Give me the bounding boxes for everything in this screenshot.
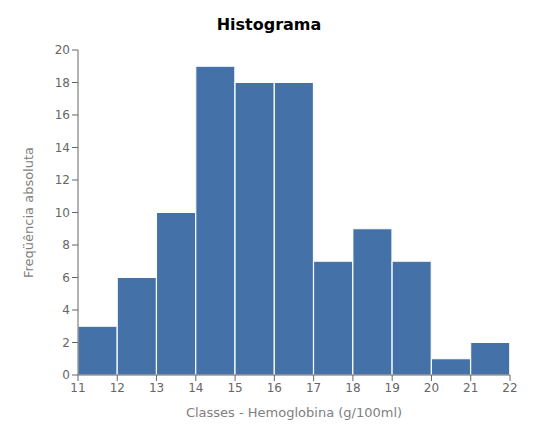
svg-text:18: 18: [345, 381, 360, 395]
svg-text:14: 14: [188, 381, 203, 395]
svg-text:12: 12: [110, 381, 125, 395]
svg-text:15: 15: [227, 381, 242, 395]
svg-text:20: 20: [55, 43, 70, 57]
svg-text:11: 11: [70, 381, 85, 395]
svg-text:4: 4: [62, 303, 70, 317]
svg-text:16: 16: [267, 381, 282, 395]
svg-text:Classes - Hemoglobina (g/100ml: Classes - Hemoglobina (g/100ml): [186, 405, 402, 420]
svg-text:10: 10: [55, 206, 70, 220]
svg-text:16: 16: [55, 108, 70, 122]
svg-text:17: 17: [306, 381, 321, 395]
svg-text:22: 22: [502, 381, 517, 395]
svg-text:20: 20: [424, 381, 439, 395]
svg-text:Freqüência absoluta: Freqüência absoluta: [21, 147, 36, 278]
svg-text:18: 18: [55, 76, 70, 90]
svg-text:8: 8: [62, 238, 70, 252]
svg-text:13: 13: [149, 381, 164, 395]
html-text:Histograma: Histograma: [216, 15, 322, 34]
svg-text:19: 19: [385, 381, 400, 395]
svg-text:2: 2: [62, 336, 70, 350]
svg-text:14: 14: [55, 141, 70, 155]
svg-text:0: 0: [62, 368, 70, 382]
svg-text:6: 6: [62, 271, 70, 285]
svg-text:21: 21: [463, 381, 478, 395]
svg-text:12: 12: [55, 173, 70, 187]
